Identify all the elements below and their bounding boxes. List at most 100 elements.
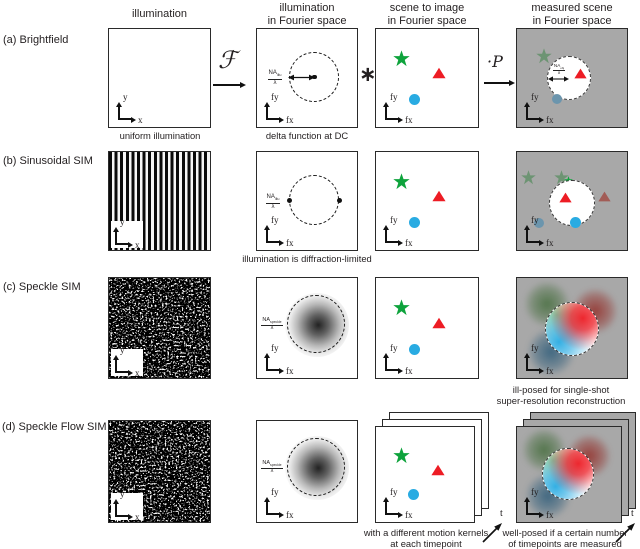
- y-axis-label: fy: [531, 92, 539, 102]
- red-triangle-icon: [432, 67, 446, 79]
- time-axis-label: t: [631, 508, 634, 519]
- column-header-scene: scene to image in Fourier space: [368, 2, 486, 29]
- header-line: in Fourier space: [532, 15, 612, 28]
- caption-motion-kernels: with a different motion kernels at each …: [344, 527, 508, 549]
- x-axis-arrowhead: [539, 511, 544, 518]
- y-axis-line: [526, 106, 528, 120]
- fourier-transform-symbol: ℱ: [218, 46, 237, 74]
- x-axis-line: [115, 243, 129, 245]
- caption-uniform-illumination: uniform illumination: [119, 130, 201, 141]
- na-speckle-over-lambda: NAspeckle λ: [257, 317, 287, 332]
- fxfy-axes: fy fx: [262, 215, 294, 248]
- pupil-arrow: [484, 82, 510, 84]
- red-triangle-icon: [559, 192, 572, 203]
- y-axis-label: fy: [531, 343, 539, 353]
- y-axis-arrowhead: [382, 225, 389, 230]
- fraction-numerator: NAspeckle: [261, 317, 283, 327]
- x-axis-label: fx: [546, 238, 554, 248]
- mixed-spectrum-fill: [543, 449, 593, 499]
- x-axis-line: [266, 513, 280, 515]
- measured-box-brightfield: NAobj λ fy fx: [516, 28, 628, 128]
- measured-box-speckle: fy fx: [516, 277, 628, 379]
- y-axis-label: y: [120, 217, 125, 227]
- fxfy-axes: fy fx: [522, 487, 554, 520]
- green-star-icon: [393, 299, 410, 316]
- na-illu-over-lambda: NAillu λ: [263, 70, 287, 86]
- na-illu-over-lambda: NAillu λ: [261, 194, 285, 210]
- illumination-passband-circle: [287, 438, 345, 496]
- x-axis-arrowhead: [279, 239, 284, 246]
- fourier-box-speckle-flow: NAspeckle λ fy fx: [256, 420, 358, 523]
- fraction-denominator: λ: [557, 70, 561, 76]
- mixed-spectrum-fill: [546, 303, 598, 355]
- x-axis-label: fx: [286, 238, 294, 248]
- y-axis-line: [266, 501, 268, 515]
- y-axis-line: [385, 229, 387, 243]
- y-axis-arrowhead: [523, 102, 530, 107]
- x-axis-arrowhead: [128, 369, 133, 376]
- fxfy-axes: fy fx: [522, 343, 554, 376]
- scene-box-speckle-flow: fy fx: [375, 426, 475, 523]
- x-axis-label: fx: [405, 366, 413, 376]
- header-line: scene to image: [389, 2, 465, 14]
- row-label-speckle-flow-sim: (d) Speckle Flow SIM: [2, 421, 107, 433]
- x-axis-line: [385, 513, 399, 515]
- y-axis-label: y: [120, 489, 125, 499]
- x-axis-line: [118, 118, 132, 120]
- muted-red-triangle-icon: [598, 191, 611, 202]
- x-axis-arrowhead: [539, 367, 544, 374]
- x-axis-arrowhead: [279, 367, 284, 374]
- fraction-numerator: NAillu: [267, 70, 283, 80]
- y-axis-label: y: [123, 92, 128, 102]
- fourier-box-sinusoidal: NAillu λ fy fx: [256, 151, 358, 251]
- fraction-denominator: λ: [273, 79, 277, 86]
- x-axis-label: fx: [405, 115, 413, 125]
- y-axis-label: fy: [390, 92, 398, 102]
- muted-green-star-icon: [521, 170, 536, 185]
- blue-circle-icon: [570, 217, 581, 228]
- illumination-passband-circle: [287, 295, 345, 353]
- radius-arrow: [288, 74, 315, 81]
- blue-circle-icon: [408, 489, 419, 500]
- convolution-symbol: ∗: [359, 62, 377, 86]
- fxfy-axes: fy fx: [262, 487, 294, 520]
- radius-arrow: [548, 76, 569, 82]
- fraction-numerator: NAspeckle: [261, 460, 283, 470]
- header-line: in Fourier space: [267, 15, 347, 28]
- y-axis-arrowhead: [523, 225, 530, 230]
- x-axis-line: [266, 241, 280, 243]
- green-star-icon: [393, 447, 410, 464]
- y-axis-arrowhead: [263, 353, 270, 358]
- x-axis-line: [526, 118, 540, 120]
- row-label-brightfield: (a) Brightfield: [3, 34, 69, 46]
- blue-circle-icon: [409, 217, 420, 228]
- green-star-icon: [393, 173, 410, 190]
- na-obj-over-lambda: NAobj λ: [550, 63, 568, 76]
- red-triangle-icon: [432, 317, 446, 329]
- delta-dot: [312, 74, 317, 80]
- fraction-denominator: λ: [270, 325, 274, 332]
- illumination-box-speckle: y x: [108, 277, 211, 379]
- x-axis-line: [385, 369, 399, 371]
- x-axis-label: fx: [286, 366, 294, 376]
- fxfy-axes: fy fx: [522, 215, 554, 248]
- x-axis-line: [115, 371, 129, 373]
- x-axis-line: [526, 241, 540, 243]
- x-axis-arrowhead: [398, 511, 403, 518]
- caption-ill-posed: ill-posed for single-shot super-resoluti…: [486, 384, 636, 406]
- y-axis-line: [385, 106, 387, 120]
- xy-axes: y x: [114, 92, 146, 125]
- row-label-speckle-sim: (c) Speckle SIM: [3, 281, 81, 293]
- y-axis-line: [115, 231, 117, 245]
- caption-line: super-resolution reconstruction: [496, 395, 626, 407]
- measured-box-sinusoidal: fy fx: [516, 151, 628, 251]
- column-header-illumination: illumination: [108, 8, 211, 21]
- fraction-denominator: λ: [271, 203, 275, 210]
- y-axis-arrowhead: [112, 355, 119, 360]
- y-axis-label: fy: [390, 215, 398, 225]
- muted-blue-circle-icon: [552, 94, 562, 104]
- caption-line: at each timepoint: [390, 538, 462, 549]
- pupil-multiply-symbol: ·P: [487, 52, 503, 71]
- xy-axes: y x: [111, 345, 143, 378]
- x-axis-label: fx: [546, 115, 554, 125]
